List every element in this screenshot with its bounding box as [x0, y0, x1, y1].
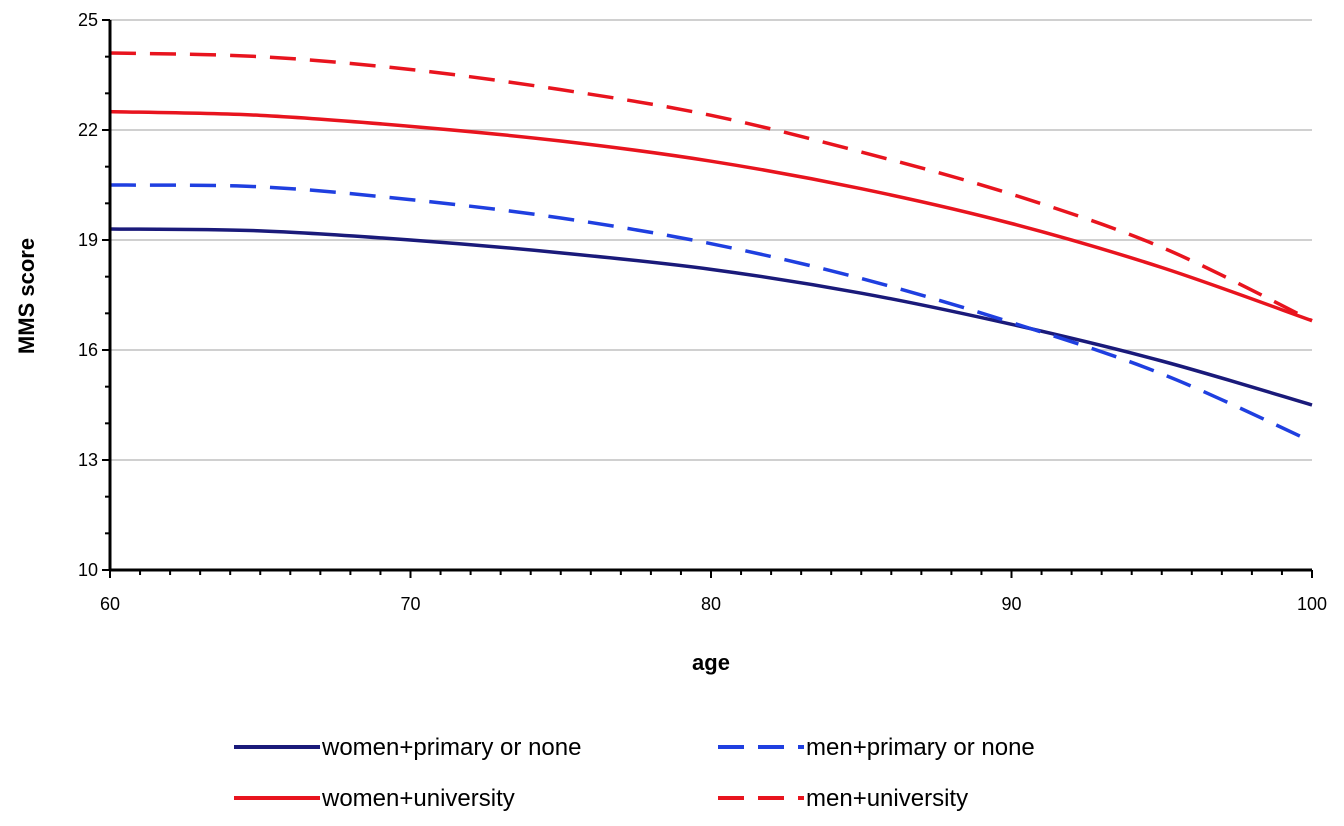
legend-label: men+primary or none	[806, 734, 1035, 761]
y-tick-label: 16	[78, 340, 98, 360]
y-tick-label: 10	[78, 560, 98, 580]
series-line-3	[109, 51, 1313, 323]
tick-labels: 10 13 16 19 22 25 60 70 80 90 100	[78, 10, 1327, 614]
x-tick-label: 90	[1001, 594, 1021, 614]
x-tick-label: 100	[1297, 594, 1327, 614]
series-line-2	[109, 109, 1313, 323]
series-lines	[109, 51, 1313, 444]
legend-label: men+university	[806, 785, 968, 812]
series-line-0	[109, 227, 1313, 407]
legend-label: women+primary or none	[321, 734, 581, 761]
legend: women+primary or none men+primary or none…	[234, 734, 1035, 812]
x-axis-title: age	[692, 650, 730, 675]
series-line-1	[109, 183, 1313, 444]
axes	[102, 19, 1313, 578]
y-tick-label: 13	[78, 450, 98, 470]
y-axis-title: MMS score	[14, 238, 39, 354]
y-tick-label: 22	[78, 120, 98, 140]
x-tick-label: 80	[701, 594, 721, 614]
legend-label: women+university	[321, 785, 515, 812]
grid-lines	[110, 19, 1312, 461]
y-tick-label: 19	[78, 230, 98, 250]
x-tick-label: 60	[100, 594, 120, 614]
y-tick-label: 25	[78, 10, 98, 30]
x-tick-label: 70	[400, 594, 420, 614]
